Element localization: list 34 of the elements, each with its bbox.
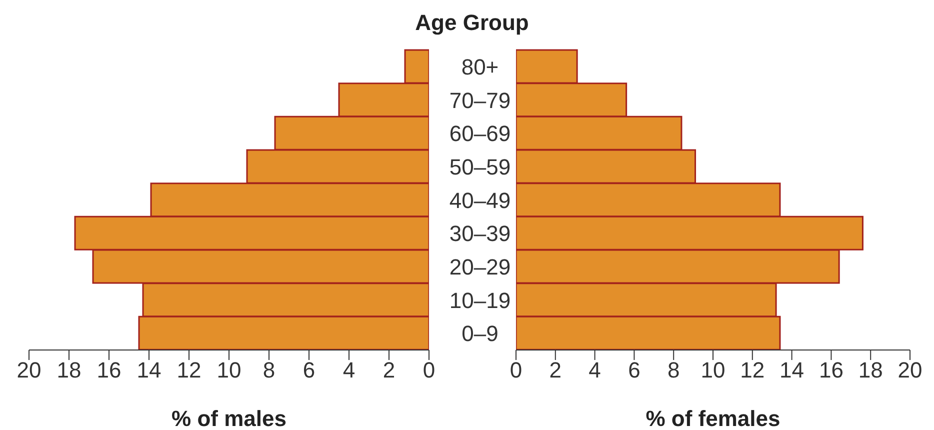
- x-tick-label: 10: [700, 358, 726, 383]
- x-tick-label: 6: [628, 358, 640, 383]
- y-tick-label: 0–9: [462, 321, 498, 346]
- x-tick-label: 4: [342, 358, 356, 383]
- x-tick-label: 12: [176, 358, 202, 383]
- x-axis-title: % of females: [646, 406, 780, 430]
- x-tick-label: 4: [588, 358, 601, 383]
- x-tick-label: 12: [740, 358, 765, 383]
- x-tick-label: 10: [216, 358, 242, 383]
- x-tick-label: 2: [382, 358, 396, 383]
- x-tick-label: 16: [96, 358, 122, 383]
- x-axis-title: % of males: [172, 406, 286, 430]
- x-tick-label: 16: [818, 358, 844, 383]
- x-tick-label: 14: [780, 358, 804, 383]
- y-tick-label: 70–79: [449, 88, 511, 113]
- y-tick-label: 20–29: [449, 254, 511, 280]
- x-tick-label: 20: [898, 358, 922, 383]
- y-tick-label: 80+: [461, 54, 499, 80]
- x-tick-label: 14: [136, 358, 162, 383]
- x-tick-label: 0: [422, 358, 436, 383]
- y-tick-label: 60–69: [449, 121, 511, 146]
- y-tick-label: 50–59: [449, 154, 511, 180]
- x-tick-label: 8: [667, 358, 680, 383]
- x-tick-label: 20: [16, 358, 42, 383]
- y-tick-label: 40–49: [449, 188, 511, 213]
- x-tick-label: 0: [510, 358, 522, 383]
- y-tick-label: 30–39: [449, 221, 511, 246]
- x-tick-label: 18: [858, 358, 883, 383]
- x-tick-label: 18: [56, 358, 82, 383]
- x-tick-label: 8: [262, 358, 276, 383]
- x-tick-label: 6: [302, 358, 316, 383]
- y-tick-label: 10–19: [449, 288, 511, 313]
- x-tick-label: 2: [549, 358, 562, 383]
- y-axis-title: Age Group: [415, 10, 529, 35]
